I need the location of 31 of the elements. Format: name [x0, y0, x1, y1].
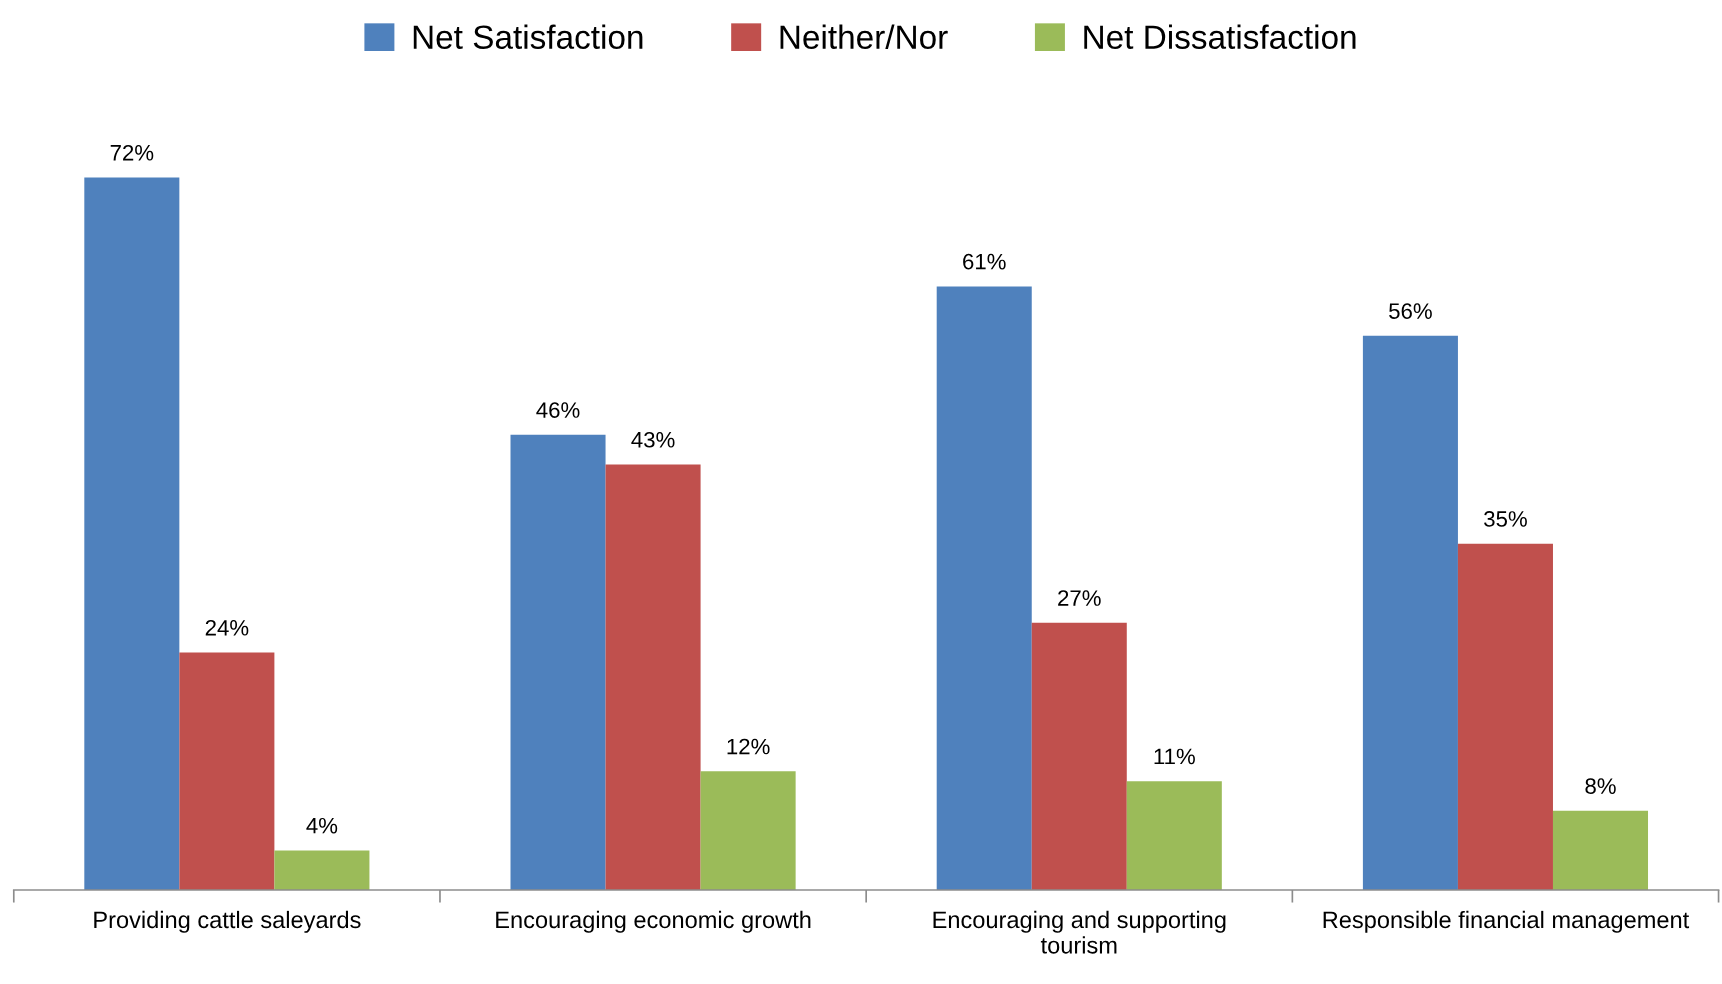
bar	[1031, 622, 1127, 891]
data-label: 27%	[1058, 590, 1101, 606]
data-label: 24%	[205, 619, 249, 636]
data-label: 61%	[963, 253, 1006, 270]
bar	[700, 771, 796, 891]
data-label: 12%	[727, 738, 770, 755]
data-label: 56%	[1389, 303, 1432, 319]
data-label: 11%	[1154, 748, 1195, 765]
legend-label: Net Dissatisfaction	[1084, 24, 1356, 49]
data-label: 4%	[306, 817, 338, 834]
x-tick-label: Encouraging and supporting tourism	[933, 910, 1226, 954]
x-tick-label: Encouraging economic growth	[496, 910, 811, 933]
data-label: 46%	[536, 402, 580, 418]
data-label: 8%	[1585, 778, 1616, 794]
legend-label: Neither/Nor	[780, 24, 948, 49]
x-tick-label: Responsible financial management	[1323, 910, 1690, 933]
bar	[936, 286, 1032, 891]
bar	[1457, 543, 1553, 891]
bar	[1552, 810, 1649, 891]
bar	[510, 434, 606, 891]
data-label: 35%	[1484, 511, 1527, 527]
bar	[1126, 781, 1222, 891]
data-label: 72%	[110, 144, 154, 161]
x-tick-label: Providing cattle saleyards	[94, 910, 361, 933]
data-label: 43%	[631, 431, 675, 448]
bar	[179, 652, 275, 891]
bar	[605, 464, 701, 891]
bar	[274, 850, 370, 891]
bar	[84, 177, 180, 891]
bar	[1362, 335, 1458, 891]
legend-label: Net Satisfaction	[413, 24, 643, 49]
